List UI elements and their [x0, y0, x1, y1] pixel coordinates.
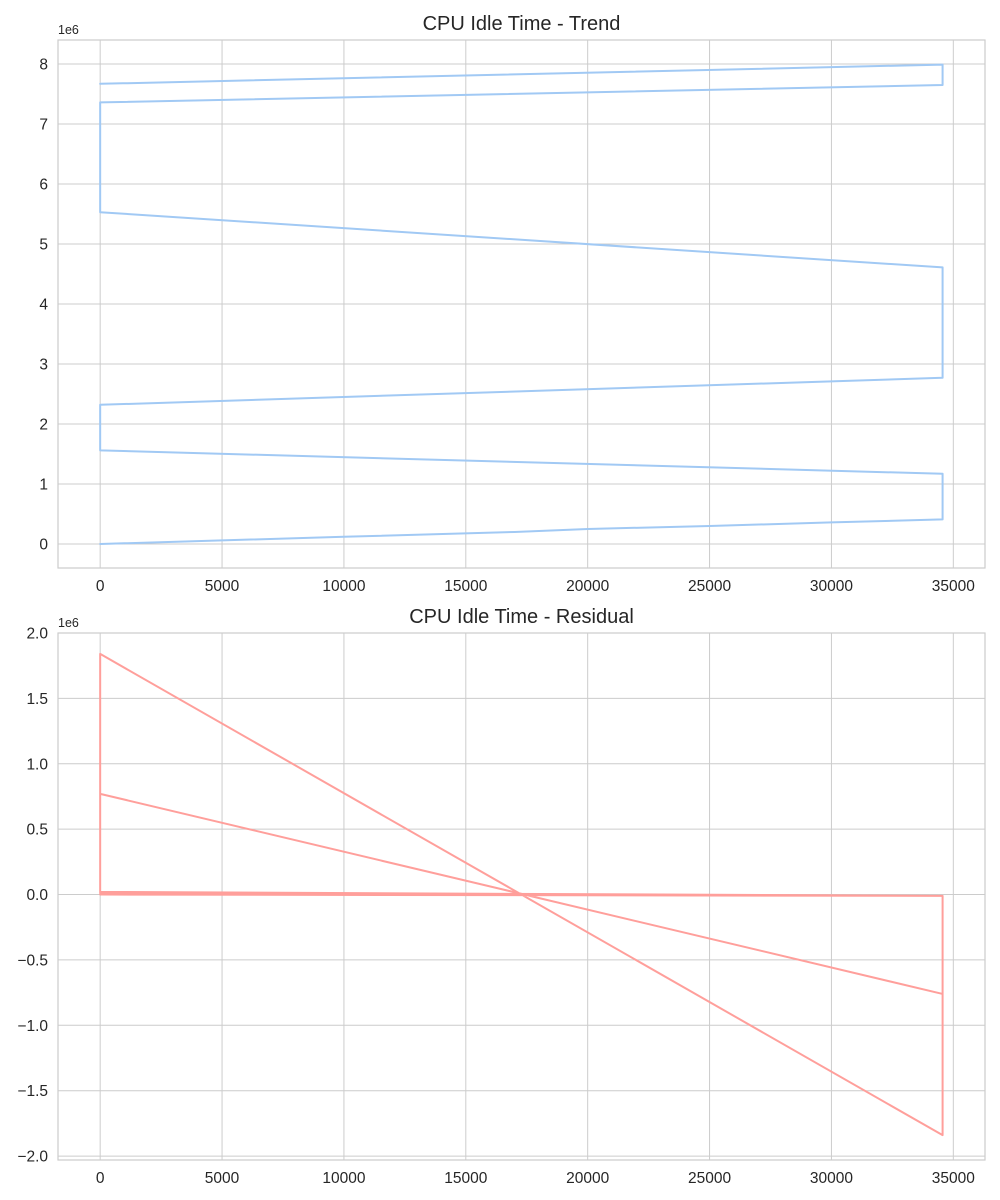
- x-tick-label: 25000: [688, 1170, 731, 1187]
- series-line: [99, 63, 944, 545]
- y-tick-label: 1.0: [26, 756, 48, 773]
- x-tick-label: 20000: [566, 578, 609, 595]
- y-tick-label: 3: [39, 357, 48, 374]
- y-tick-label: 2.0: [26, 626, 48, 643]
- x-tick-label: 30000: [810, 1170, 853, 1187]
- x-tick-label: 15000: [444, 1170, 487, 1187]
- y-tick-label: −0.5: [17, 952, 48, 969]
- plot-frame: [57, 632, 986, 1161]
- x-tick-label: 5000: [205, 1170, 240, 1187]
- x-tick-label: 20000: [566, 1170, 609, 1187]
- x-tick-label: 0: [96, 578, 105, 595]
- y-tick-label: 2: [39, 417, 48, 434]
- x-tick-label: 25000: [688, 578, 731, 595]
- y-tick-label: −2.0: [17, 1149, 48, 1166]
- y-tick-label: 4: [39, 297, 48, 314]
- y-offset-label: 1e6: [58, 616, 79, 630]
- chart-1: 0 5000 10000 15000 20000 25000 30000 35000 0 1 2 3 4…: [39, 13, 986, 595]
- y-offset-label: 1e6: [58, 23, 79, 37]
- x-tick-label: 30000: [810, 578, 853, 595]
- x-tick-label: 5000: [205, 578, 240, 595]
- series-line: [99, 652, 944, 1137]
- chart-2: 0 5000 10000 15000 20000 25000 30000 35000 −2.0 −…: [17, 606, 986, 1187]
- x-tick-label: 10000: [322, 1170, 365, 1187]
- plot-frame: [57, 39, 986, 569]
- y-tick-label: 8: [39, 57, 48, 74]
- y-tick-label: 7: [39, 117, 48, 134]
- chart-title: CPU Idle Time - Trend: [423, 13, 621, 35]
- x-tick-label: 10000: [322, 578, 365, 595]
- x-tick-label: 15000: [444, 578, 487, 595]
- x-tick-label: 35000: [932, 578, 975, 595]
- y-tick-label: −1.0: [17, 1018, 48, 1035]
- y-tick-label: −1.5: [17, 1083, 48, 1100]
- x-tick-label: 35000: [932, 1170, 975, 1187]
- chart-title: CPU Idle Time - Residual: [409, 606, 634, 628]
- y-tick-label: 0.0: [26, 887, 48, 904]
- y-tick-label: 1.5: [26, 691, 48, 708]
- y-tick-label: 0.5: [26, 822, 48, 839]
- y-tick-label: 1: [39, 477, 48, 494]
- y-tick-label: 6: [39, 177, 48, 194]
- y-tick-label: 0: [39, 537, 48, 554]
- x-tick-label: 0: [96, 1170, 105, 1187]
- y-tick-label: 5: [39, 237, 48, 254]
